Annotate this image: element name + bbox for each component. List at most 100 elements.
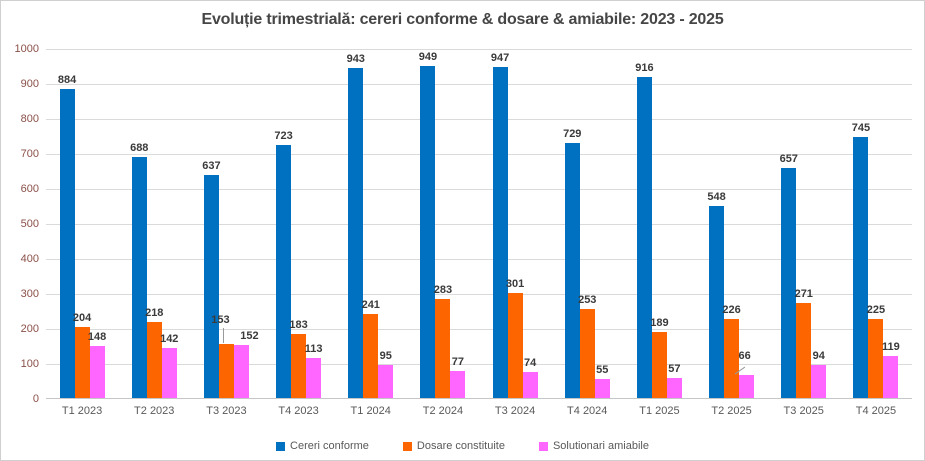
gridline bbox=[46, 224, 912, 225]
legend-item: Solutionari amiabile bbox=[538, 440, 649, 452]
chart-title: Evoluție trimestrială: cereri conforme &… bbox=[201, 11, 724, 28]
bar-dosare-constituite bbox=[507, 292, 523, 398]
x-tick-label: T4 2023 bbox=[278, 405, 319, 417]
bar-solutionari-amiabile bbox=[306, 358, 322, 398]
bar-dosare-constituite bbox=[868, 319, 884, 398]
x-tick-label: T2 2023 bbox=[134, 405, 175, 417]
x-tick-label: T2 2025 bbox=[711, 405, 752, 417]
bar-dosare-constituite bbox=[74, 326, 90, 398]
y-tick-label: 400 bbox=[20, 253, 39, 265]
legend-item: Cereri conforme bbox=[276, 440, 369, 452]
bar-label: 657 bbox=[779, 153, 798, 166]
bar-label: 119 bbox=[882, 341, 900, 354]
x-tick-label: T3 2023 bbox=[206, 405, 247, 417]
bar-cereri-conforme bbox=[59, 88, 75, 398]
bar-label: 916 bbox=[635, 62, 654, 75]
x-tick-label: T3 2025 bbox=[783, 405, 824, 417]
bar-label: 57 bbox=[668, 363, 681, 376]
bar-solutionari-amiabile bbox=[594, 378, 610, 398]
bar-cereri-conforme bbox=[348, 67, 364, 398]
gridline bbox=[46, 329, 912, 330]
bar-cereri-conforme bbox=[636, 77, 652, 398]
bar-label: 77 bbox=[451, 356, 465, 369]
gridline bbox=[46, 84, 912, 85]
bar-dosare-constituite bbox=[579, 309, 595, 398]
bar-label: 548 bbox=[707, 191, 726, 204]
legend-swatch bbox=[538, 441, 548, 451]
bar-label: 183 bbox=[289, 318, 308, 331]
y-tick-label: 700 bbox=[20, 148, 39, 160]
bar-label: 226 bbox=[722, 303, 741, 316]
bar-label: 253 bbox=[578, 294, 597, 307]
bar-label: 113 bbox=[304, 343, 323, 356]
bar-dosare-constituite bbox=[363, 313, 379, 398]
x-tick-label: T1 2023 bbox=[61, 405, 103, 417]
bar-label: 153 bbox=[211, 314, 230, 327]
bar-solutionari-amiabile bbox=[378, 364, 394, 398]
bar-solutionari-amiabile bbox=[739, 374, 755, 398]
y-tick-label: 600 bbox=[20, 183, 39, 195]
bar-label: 218 bbox=[145, 306, 164, 319]
x-tick-label: T1 2025 bbox=[639, 405, 680, 417]
bar-label: 637 bbox=[202, 160, 221, 173]
y-tick-label: 300 bbox=[20, 288, 39, 300]
bar-label: 241 bbox=[361, 298, 380, 311]
x-axis-line bbox=[46, 398, 912, 399]
bar-label: 943 bbox=[346, 52, 365, 65]
y-tick-label: 900 bbox=[20, 78, 39, 90]
legend-label: Solutionari amiabile bbox=[552, 440, 649, 452]
bar-label: 283 bbox=[433, 283, 453, 296]
plot-area: 884 204 148 T1 2023 688 218 142 T2 2023 637 153 15… bbox=[46, 49, 912, 417]
bar-label: 947 bbox=[490, 51, 510, 64]
bar-cereri-conforme bbox=[492, 66, 508, 398]
bar-label: 189 bbox=[650, 316, 669, 329]
bar-dosare-constituite bbox=[218, 344, 234, 398]
legend-item: Dosare constituite bbox=[402, 440, 505, 452]
bar-dosare-constituite bbox=[435, 298, 451, 398]
y-tick-label: 0 bbox=[32, 393, 39, 405]
bar-solutionari-amiabile bbox=[666, 378, 682, 398]
bar-label: 301 bbox=[505, 277, 525, 290]
bar-dosare-constituite bbox=[796, 303, 812, 398]
gridline bbox=[46, 294, 912, 295]
bar-solutionari-amiabile bbox=[522, 372, 538, 398]
bar-cereri-conforme bbox=[709, 206, 725, 398]
x-tick-label: T4 2025 bbox=[855, 405, 897, 417]
bar-cereri-conforme bbox=[564, 142, 580, 398]
legend: Cereri conforme Dosare constituite Solutio… bbox=[1, 440, 924, 452]
bar-solutionari-amiabile bbox=[161, 348, 177, 398]
bar-label: 723 bbox=[274, 129, 293, 142]
bar-label: 204 bbox=[72, 311, 92, 324]
bar-dosare-constituite bbox=[146, 321, 162, 398]
x-tick-label: T4 2024 bbox=[567, 405, 608, 417]
bar-label: 148 bbox=[87, 331, 107, 344]
bar-cereri-conforme bbox=[131, 157, 147, 398]
bar-cereri-conforme bbox=[853, 137, 869, 398]
bar-label: 949 bbox=[418, 50, 438, 63]
bar-label: 225 bbox=[866, 304, 886, 317]
bar-label: 66 bbox=[738, 349, 751, 362]
gridline bbox=[46, 154, 912, 155]
x-tick-label: T2 2024 bbox=[422, 405, 464, 417]
bar-solutionari-amiabile bbox=[883, 356, 899, 398]
bar-dosare-constituite bbox=[291, 333, 307, 398]
bar-solutionari-amiabile bbox=[450, 371, 466, 398]
legend-label: Dosare constituite bbox=[416, 440, 505, 452]
legend-swatch bbox=[276, 441, 286, 451]
bar-label: 688 bbox=[130, 142, 149, 155]
bar-label: 271 bbox=[794, 288, 813, 301]
gridline bbox=[46, 119, 912, 120]
x-tick-label: T3 2024 bbox=[494, 405, 536, 417]
gridline bbox=[46, 259, 912, 260]
bar-cereri-conforme bbox=[781, 168, 797, 398]
bar-cereri-conforme bbox=[203, 175, 219, 398]
bar-label: 95 bbox=[379, 349, 392, 362]
bar-label: 94 bbox=[812, 350, 825, 363]
y-tick-label: 200 bbox=[20, 323, 39, 335]
gridline bbox=[46, 189, 912, 190]
y-tick-label: 100 bbox=[20, 358, 39, 370]
bar-label: 55 bbox=[596, 363, 609, 376]
y-tick-label: 500 bbox=[20, 218, 39, 230]
label-leader-line bbox=[223, 328, 225, 344]
